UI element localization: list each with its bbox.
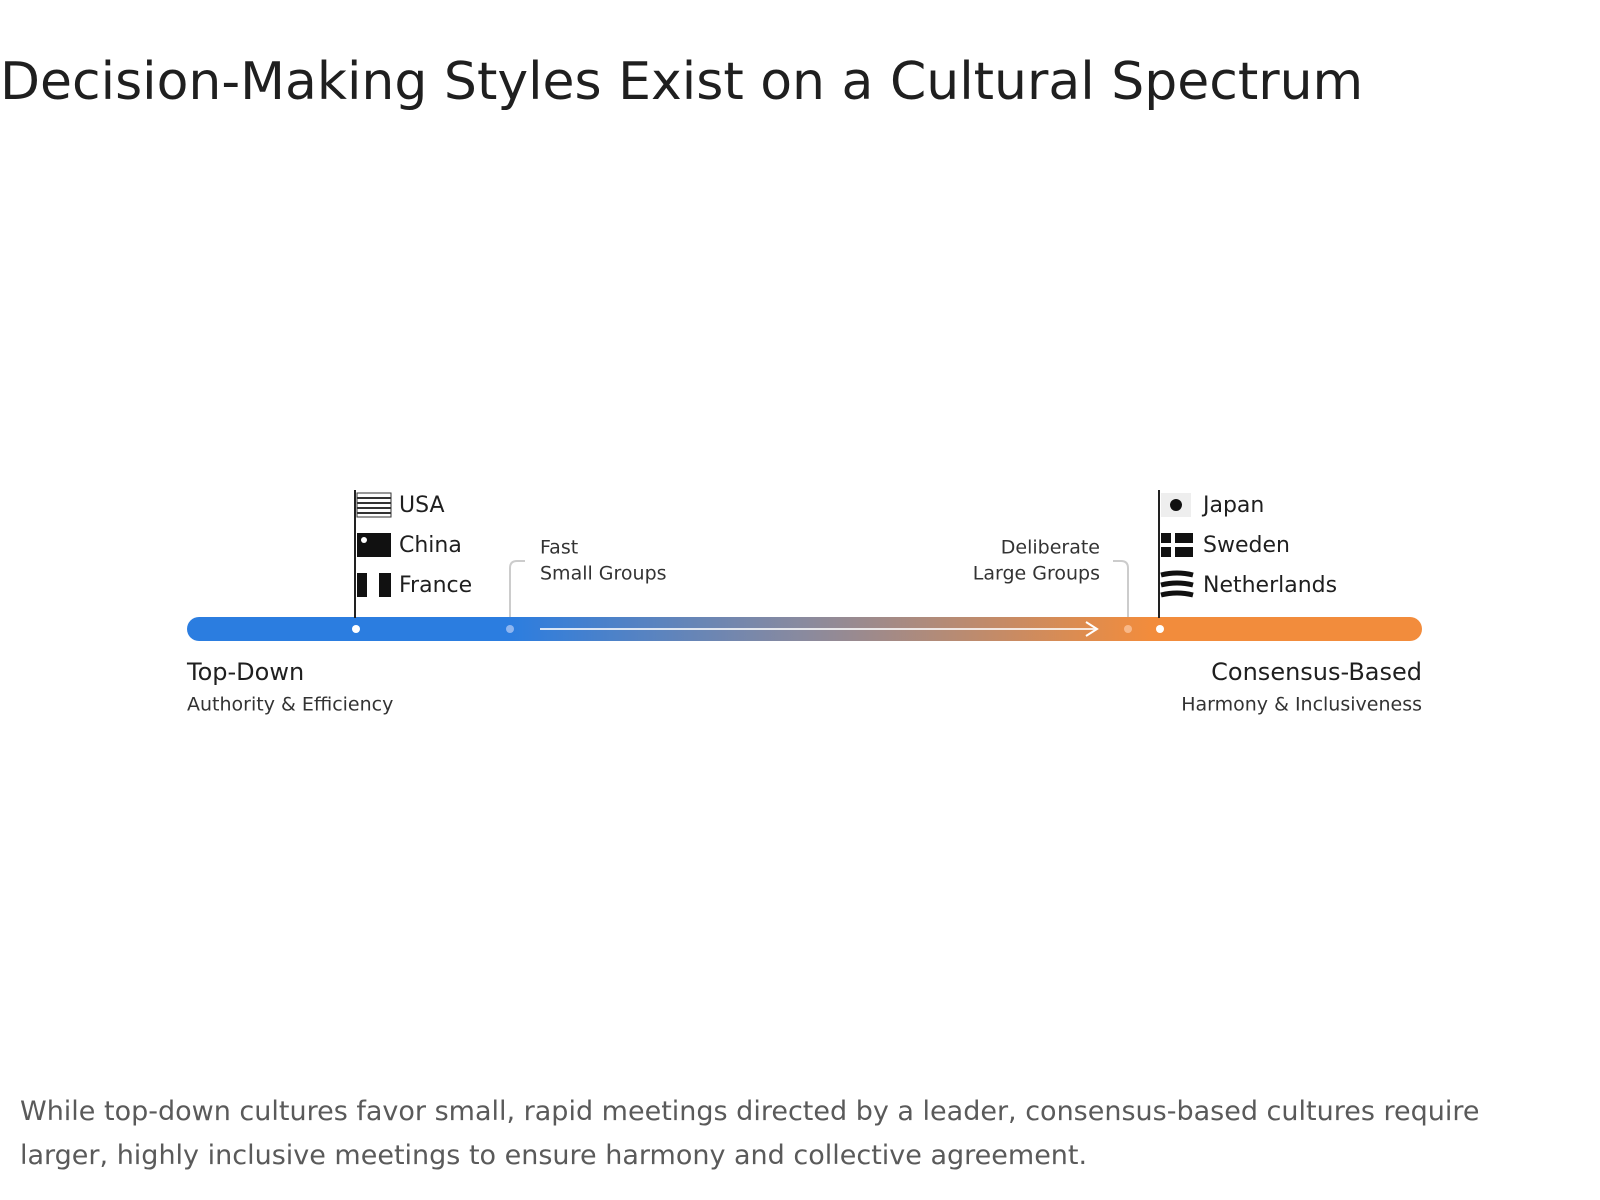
annotation: Fast (540, 537, 578, 559)
annotation: Large Groups (973, 563, 1100, 585)
country-label: France (399, 573, 472, 598)
caption: While top-down cultures favor small, rap… (20, 1096, 1480, 1171)
country-label: Netherlands (1203, 573, 1337, 598)
pole-label: Top-Down (186, 658, 304, 686)
bracket (1113, 560, 1129, 617)
pole-label: Consensus-Based (1211, 658, 1422, 686)
flag-china (357, 533, 391, 557)
flag-sweden (1161, 533, 1193, 557)
pole-sublabel: Harmony & Inclusiveness (1181, 694, 1422, 716)
flag-netherlands (1160, 570, 1194, 598)
country-label: Sweden (1203, 533, 1290, 558)
title: Decision-Making Styles Exist on a Cultur… (0, 52, 1364, 112)
flag-france (357, 573, 391, 597)
country-label: Japan (1201, 493, 1264, 518)
dot (1156, 625, 1164, 633)
annotation: Deliberate (1001, 537, 1100, 559)
country-label: USA (399, 493, 445, 518)
dot (1124, 625, 1132, 633)
flag-usa (356, 492, 392, 518)
annotation: Small Groups (540, 563, 667, 585)
flag-japan (1161, 493, 1191, 517)
bracket (509, 560, 525, 617)
country-label: China (399, 533, 462, 558)
dot (506, 625, 514, 633)
pole-sublabel: Authority & Efficiency (187, 694, 393, 716)
dot (352, 625, 360, 633)
arrow-head (1085, 621, 1099, 637)
